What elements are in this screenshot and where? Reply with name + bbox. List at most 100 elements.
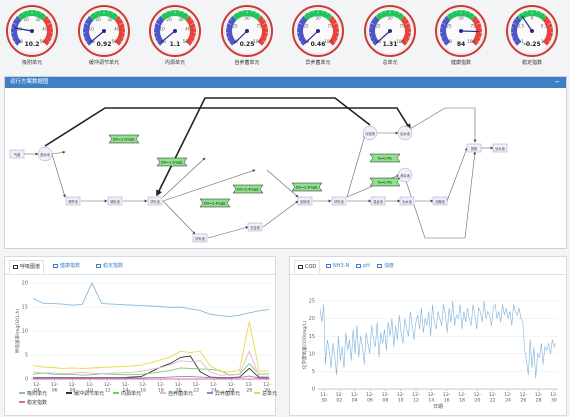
legend-item[interactable]: 内源单元 [113, 390, 141, 397]
gauge-tick [372, 18, 375, 20]
gauge-band-mid [446, 10, 476, 21]
x-tick-label: 04 [352, 398, 358, 404]
gauge-tick [477, 40, 480, 43]
water-quality-panel: COD NH3-N pH 浊度 0 5 10 15 20 25 11- 30 12- 02 12- 04 12… [289, 256, 567, 416]
gauge-band-mid [17, 10, 47, 21]
x-tick-label: 12- [397, 392, 405, 398]
gauge-tick-label: -0.5 [516, 24, 525, 29]
x-tick-label: 08 [382, 398, 388, 404]
gauge-hub [530, 29, 534, 33]
legend-item[interactable]: 自养菌单元 [160, 390, 193, 397]
y-tick-label: 5 [25, 353, 28, 359]
do-tag[interactable]: N=0.4% [369, 177, 401, 187]
minimize-button[interactable]: − [554, 78, 560, 86]
tab-1[interactable]: 健康指数 [50, 261, 83, 275]
gauge-tick [233, 14, 235, 17]
flow-node[interactable]: 气源 [9, 149, 25, 159]
legend-item[interactable]: 异养菌单元 [207, 390, 240, 397]
legend-item[interactable]: 缓冲调节单元 [66, 390, 104, 397]
gauge-tick [405, 22, 410, 25]
tab-0[interactable]: COD [294, 260, 321, 274]
tab-0[interactable]: 呼吸图谱 [9, 260, 45, 274]
do-tag[interactable]: DO=2.4mg/L [232, 184, 264, 194]
gauge-tick-label: 20 [166, 17, 172, 22]
legend-label: 吸附单元 [27, 391, 48, 397]
flow-connector [266, 169, 299, 198]
tab-2[interactable]: pH [353, 261, 373, 275]
legend-swatch [254, 392, 260, 394]
gauge-tick [544, 14, 546, 17]
gauge-tick [547, 18, 550, 20]
y-tick-label: 20 [22, 281, 28, 287]
legend-swatch [160, 392, 166, 394]
gauge-tick-label: 0.5 [541, 24, 548, 29]
flow-node[interactable]: 调节池 [65, 196, 81, 206]
do-tag[interactable]: N=0.4% [369, 153, 401, 163]
flow-node[interactable]: 出水池 [397, 125, 413, 141]
flow-node[interactable]: 浓缩池 [432, 196, 448, 206]
flow-node[interactable]: 好氧池 [192, 233, 208, 243]
gauge-band-mid [517, 10, 547, 21]
flow-node-label: 气源 [14, 152, 21, 157]
y-axis-label: 呼吸速率(mgO2/L.h) [14, 309, 21, 354]
gauge-tick-label: 30 [178, 17, 184, 22]
x-tick-label: 16 [444, 398, 450, 404]
x-tick-label: 14 [123, 388, 129, 394]
y-tick-label: 10 [309, 351, 315, 357]
do-tag[interactable]: DO=2.4mg/L [291, 182, 323, 192]
respiration-panel: 呼吸图谱 健康指数 稳定指数 0 5 10 15 20 12- 04 12- 06 12- 08 12- 1… [4, 256, 277, 416]
flow-node-shape [432, 196, 448, 206]
gauge-hub [388, 29, 392, 33]
gauge-needle [233, 30, 248, 45]
legend-swatch [19, 401, 25, 403]
gauge-tick [512, 22, 517, 25]
gauge-tick [518, 14, 520, 17]
flow-node-label: 调节池 [68, 199, 78, 204]
flow-connector [162, 200, 196, 235]
flow-node[interactable]: 好氧池 [331, 196, 347, 206]
x-tick-label: 12- [504, 392, 512, 398]
gauge-tick [154, 36, 157, 38]
flow-node-shape [247, 222, 263, 232]
x-tick-label: 06 [367, 398, 373, 404]
flow-node[interactable]: 回流池 [297, 196, 313, 206]
flow-node-label: 好氧池 [195, 236, 205, 241]
do-tag-label: DO=2.4mg/L [237, 188, 259, 192]
x-tick-label: 12- [443, 392, 451, 398]
flow-node[interactable]: 沉淀池 [247, 222, 263, 232]
discharge-line [404, 151, 477, 239]
gauge-band-mid [303, 10, 333, 21]
flow-node[interactable]: 混合池 [370, 196, 386, 206]
gauge-tick [297, 36, 300, 38]
gauge-tick [406, 40, 409, 43]
gauge-tick [469, 12, 471, 15]
gauge-tick [550, 36, 553, 38]
gauge-needle [89, 30, 105, 44]
tab-2[interactable]: 稳定指数 [93, 261, 126, 275]
x-tick-label: 04 [34, 388, 40, 394]
flow-node[interactable]: 进水池 [37, 146, 53, 162]
flow-node[interactable]: 厌氧池 [147, 196, 163, 206]
legend-item[interactable]: 总单元 [254, 390, 277, 397]
tab-1[interactable]: NH3-N [323, 261, 352, 275]
flow-node[interactable]: 缺氧池 [107, 196, 123, 206]
flow-node[interactable]: 出水池 [399, 196, 415, 206]
respiration-tabs: 呼吸图谱 健康指数 稳定指数 [5, 257, 275, 275]
do-tag[interactable]: DO=1.0mg/L [156, 157, 188, 167]
do-tag[interactable]: DO=1.0mg/L [108, 134, 140, 144]
flow-node[interactable]: 消毒池 [397, 167, 413, 183]
legend-item[interactable]: 稳定指数 [19, 399, 47, 406]
gauge-tick [304, 14, 306, 17]
gauge-tick [543, 42, 547, 46]
do-tag[interactable]: DO=2.4mg/L [199, 198, 231, 208]
legend-item[interactable]: 吸附单元 [19, 390, 47, 397]
gauge-tick-label: 10 [159, 27, 165, 32]
flow-node[interactable]: 污泥池 [362, 125, 378, 141]
gauge-tick [13, 40, 16, 43]
tab-3[interactable]: 浊度 [374, 261, 397, 275]
flow-connector [162, 169, 256, 202]
flow-node[interactable]: 排放 [466, 143, 482, 153]
flow-node-label: 出水池 [400, 131, 410, 136]
flow-node[interactable]: 清水池 [492, 143, 508, 153]
